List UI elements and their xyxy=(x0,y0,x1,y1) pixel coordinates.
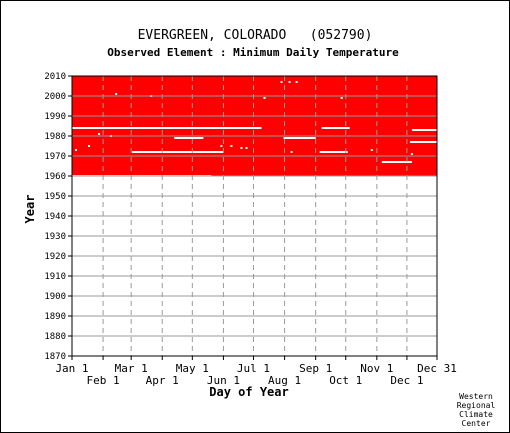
chart-subtitle: Observed Element : Minimum Daily Tempera… xyxy=(107,46,399,59)
x-tick-label: Aug 1 xyxy=(268,374,301,387)
missing-segment xyxy=(283,137,316,139)
missing-point xyxy=(240,147,243,149)
y-tick-label: 2010 xyxy=(44,72,66,82)
missing-segment xyxy=(72,127,262,129)
y-tick-label: 1910 xyxy=(44,272,66,282)
y-tick-label: 1970 xyxy=(44,152,66,162)
x-tick-label: May 1 xyxy=(176,362,209,375)
missing-segment xyxy=(174,137,204,139)
y-tick-label: 1920 xyxy=(44,252,66,262)
x-tick-label: Jan 1 xyxy=(55,362,88,375)
missing-segment xyxy=(409,141,437,143)
y-tick-label: 1940 xyxy=(44,212,66,222)
missing-point xyxy=(410,153,413,155)
missing-point xyxy=(115,93,118,95)
data-layer xyxy=(72,76,437,177)
y-tick-label: 1990 xyxy=(44,112,66,122)
missing-point xyxy=(88,145,91,147)
missing-point xyxy=(295,81,298,83)
y-tick-label: 1950 xyxy=(44,192,66,202)
grid-layer xyxy=(72,76,437,356)
y-tick-label: 2000 xyxy=(44,92,66,102)
y-axis: 1870 1880 1890 1900 1910 1920 1930 1940 1950 1960… xyxy=(44,72,72,362)
y-tick-label: 1870 xyxy=(44,352,66,362)
y-tick-label: 1900 xyxy=(44,292,66,302)
x-tick-label: Dec 31 xyxy=(417,362,457,375)
credit-line-2: Regional xyxy=(457,401,496,410)
missing-point xyxy=(370,149,373,151)
x-tick-label: Oct 1 xyxy=(329,374,362,387)
missing-point xyxy=(75,149,78,151)
x-tick-label: Apr 1 xyxy=(146,374,179,387)
missing-segment xyxy=(132,151,224,153)
x-tick-label: Jun 1 xyxy=(207,374,240,387)
data-coverage-block xyxy=(72,76,437,176)
missing-segment xyxy=(381,161,412,163)
missing-point xyxy=(98,133,101,135)
missing-point xyxy=(220,145,223,147)
y-tick-label: 1930 xyxy=(44,232,66,242)
credit-line-1: Western xyxy=(459,392,493,401)
credit-line-4: Center xyxy=(462,419,491,428)
y-tick-label: 1980 xyxy=(44,132,66,142)
x-tick-label: Jul 1 xyxy=(237,362,270,375)
x-tick-label: Mar 1 xyxy=(115,362,148,375)
missing-point xyxy=(230,145,233,147)
y-tick-label: 1880 xyxy=(44,332,66,342)
x-tick-label: Feb 1 xyxy=(87,374,120,387)
x-axis: Jan 1 Mar 1 May 1 Jul 1 Sep 1 Nov 1 Dec 31 Feb … xyxy=(55,356,457,387)
missing-point xyxy=(280,81,283,83)
missing-point xyxy=(263,97,266,99)
missing-segment xyxy=(411,129,437,131)
y-tick-label: 1890 xyxy=(44,312,66,322)
x-tick-label: Nov 1 xyxy=(360,362,393,375)
x-axis-label: Day of Year xyxy=(209,385,288,399)
missing-segment xyxy=(319,151,348,153)
missing-segment xyxy=(321,127,350,129)
missing-point xyxy=(290,151,293,153)
x-tick-label: Sep 1 xyxy=(299,362,332,375)
missing-point xyxy=(288,81,291,83)
credit-line-3: Climate xyxy=(459,410,493,419)
x-tick-label: Dec 1 xyxy=(390,374,423,387)
missing-point xyxy=(340,97,343,99)
y-axis-label: Year xyxy=(23,195,37,224)
y-tick-label: 1960 xyxy=(44,172,66,182)
chart-title: EVERGREEN, COLORADO (052790) xyxy=(138,28,373,43)
missing-point xyxy=(245,147,248,149)
credit-block: Western Regional Climate Center xyxy=(457,392,496,428)
